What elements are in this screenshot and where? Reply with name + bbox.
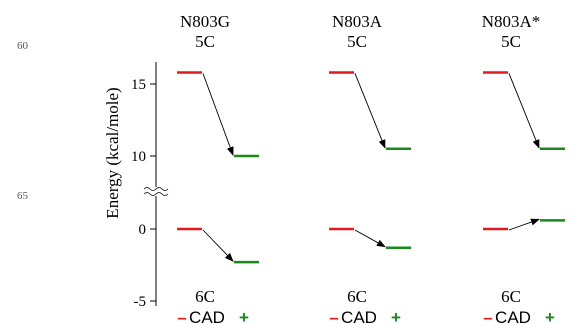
bottom-state-label: 6C xyxy=(347,287,367,306)
top-transition-arrow xyxy=(508,73,540,149)
y-tick-label: -5 xyxy=(134,294,147,310)
top-transition-arrow xyxy=(202,73,234,156)
panel-title: N803G xyxy=(180,12,230,31)
bottom-transition-arrow xyxy=(354,229,386,248)
cad-label: CAD xyxy=(189,308,225,325)
minus-label: – xyxy=(483,308,492,325)
plus-label: + xyxy=(545,308,555,325)
top-transition-arrow xyxy=(354,73,386,149)
plus-label: + xyxy=(239,308,249,325)
line-number-65: 65 xyxy=(17,190,29,202)
panel-title: N803A* xyxy=(482,12,541,31)
bottom-state-label: 6C xyxy=(501,287,521,306)
bottom-transition-arrow xyxy=(202,229,234,262)
y-tick-label: 0 xyxy=(139,222,147,238)
top-state-label: 5C xyxy=(347,32,367,51)
panel-title: N803A xyxy=(332,12,383,31)
y-tick-label: 15 xyxy=(131,77,146,93)
minus-label: – xyxy=(329,308,338,325)
plus-label: + xyxy=(391,308,401,325)
minus-label: – xyxy=(177,308,186,325)
cad-label: CAD xyxy=(495,308,531,325)
y-axis-label: Energy (kcal/mole) xyxy=(103,87,122,218)
y-tick-label: 10 xyxy=(131,149,146,165)
y-axis-break xyxy=(143,187,169,196)
bottom-transition-arrow xyxy=(508,218,540,231)
top-state-label: 5C xyxy=(501,32,521,51)
cad-label: CAD xyxy=(341,308,377,325)
bottom-state-label: 6C xyxy=(195,287,215,306)
top-state-label: 5C xyxy=(195,32,215,51)
line-number-60: 60 xyxy=(17,40,29,52)
panel-n803a-star: N803A*5C 6C CAD– + xyxy=(482,12,565,325)
